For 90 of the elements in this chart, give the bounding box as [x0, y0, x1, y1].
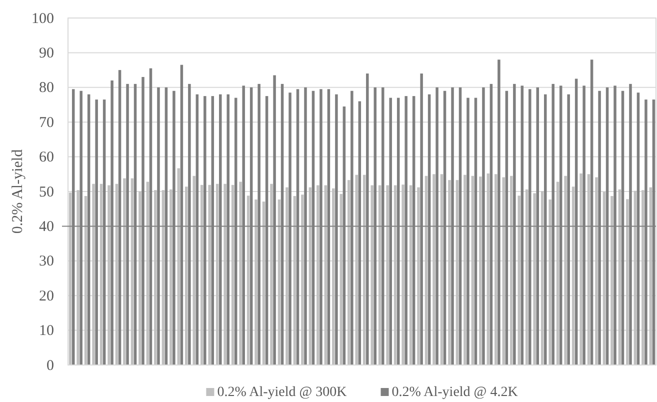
- bar: [502, 177, 505, 365]
- bar: [626, 199, 629, 365]
- bar: [192, 176, 196, 365]
- bar: [533, 193, 536, 365]
- bar: [293, 196, 296, 365]
- bar: [479, 176, 482, 365]
- y-tick-label: 70: [39, 114, 54, 131]
- bar: [417, 187, 420, 365]
- bar: [564, 176, 567, 365]
- bar: [184, 186, 188, 365]
- bar: [301, 194, 304, 365]
- bar: [556, 182, 560, 365]
- bar: [572, 186, 575, 365]
- bar: [486, 173, 490, 365]
- bar: [138, 192, 142, 365]
- bar: [130, 178, 134, 365]
- bar: [424, 176, 428, 365]
- bar: [649, 187, 652, 365]
- bar: [402, 184, 404, 365]
- bar: [332, 188, 335, 365]
- bar: [440, 174, 444, 365]
- bar: [595, 177, 598, 365]
- bar: [409, 185, 412, 365]
- bar: [278, 199, 281, 365]
- bar: [362, 174, 366, 365]
- bar: [355, 174, 358, 365]
- y-tick-label: 80: [39, 80, 54, 96]
- bar: [340, 194, 343, 365]
- bar: [286, 187, 288, 365]
- bar: [587, 174, 590, 365]
- bar: [316, 185, 320, 365]
- bar: [580, 173, 582, 365]
- bar: [170, 189, 172, 365]
- legend-label: 0.2% Al-yield @ 4.2K: [392, 385, 518, 400]
- bar: [634, 190, 637, 365]
- bar: [510, 176, 513, 365]
- bar: [208, 184, 211, 365]
- bar: [464, 174, 466, 365]
- bar: [146, 182, 150, 365]
- bar: [100, 184, 103, 365]
- y-tick-label: 0: [46, 358, 54, 374]
- bar: [115, 184, 118, 365]
- bar: [456, 180, 459, 365]
- bar: [394, 185, 397, 365]
- bar: [642, 190, 644, 365]
- bar: [200, 184, 204, 365]
- bar: [378, 185, 382, 365]
- bar: [84, 196, 88, 365]
- y-axis-title: 0.2% Al-yield: [10, 148, 26, 234]
- y-tick-label: 60: [39, 150, 54, 166]
- y-tick-label: 100: [32, 10, 54, 27]
- bar: [254, 199, 258, 365]
- bar: [308, 187, 312, 365]
- bar: [494, 174, 498, 365]
- bar: [239, 182, 242, 365]
- bar: [108, 185, 110, 365]
- bar: [154, 190, 157, 365]
- bar: [123, 178, 126, 365]
- legend-label: 0.2% Al-yield @ 300K: [217, 385, 347, 400]
- bar: [324, 185, 328, 365]
- y-tick-label: 40: [39, 219, 54, 235]
- bar: [518, 196, 520, 365]
- bar: [448, 180, 451, 365]
- bar: [471, 176, 474, 365]
- bar: [432, 174, 436, 365]
- bar: [68, 192, 72, 365]
- bar: [162, 190, 165, 365]
- y-tick-label: 50: [39, 184, 54, 200]
- y-tick-label: 10: [39, 323, 54, 340]
- bar: [386, 185, 389, 365]
- y-tick-label: 30: [39, 254, 54, 270]
- bar: [602, 192, 606, 365]
- bar: [231, 184, 234, 365]
- bar: [270, 184, 273, 365]
- bar: [610, 196, 614, 365]
- bar: [246, 196, 250, 365]
- bar: [224, 184, 226, 365]
- bar: [347, 180, 350, 365]
- bar: [92, 184, 95, 365]
- bar: [618, 189, 622, 365]
- bar: [177, 168, 180, 365]
- bar: [525, 189, 528, 365]
- bar: [262, 202, 266, 365]
- y-tick-label: 90: [39, 46, 54, 62]
- bar: [540, 191, 544, 365]
- bar: [548, 199, 552, 365]
- bar: [370, 185, 374, 365]
- y-tick-label: 20: [39, 288, 54, 304]
- bar: [216, 184, 219, 365]
- bar: [76, 190, 80, 365]
